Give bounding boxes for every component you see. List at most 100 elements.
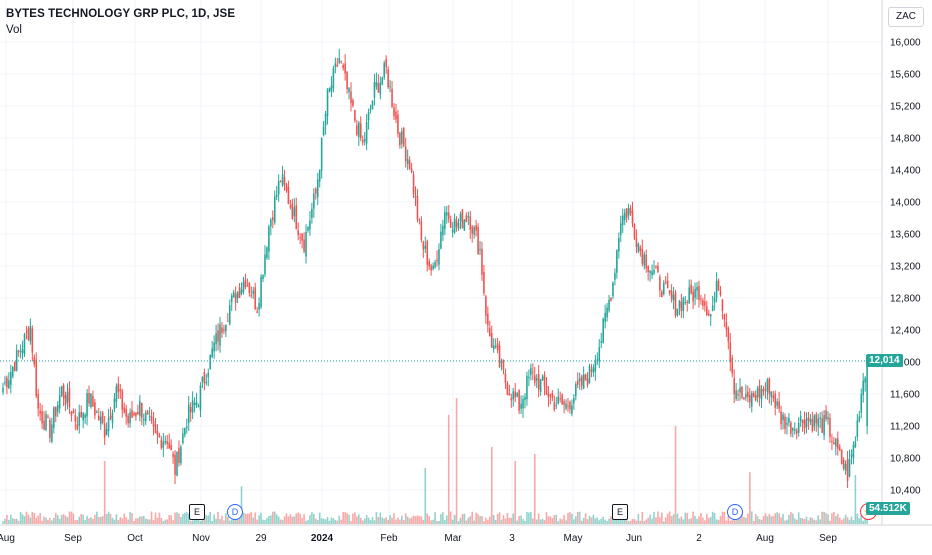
candle-body [633,223,636,239]
y-tick-label: 15,200 [890,102,921,113]
candle-body [346,71,348,90]
volume-bar [479,516,481,524]
candle-body [510,398,513,401]
volume-bar [383,518,386,524]
candle-body [610,297,612,301]
volume-bar [445,515,448,524]
candle-body [70,411,73,416]
candle-body [332,68,335,89]
candle-body [111,412,114,424]
time-axis[interactable]: Aug Sep Oct Nov 29 2024 Feb Mar 3 May Jun 2 Aug Sep [0,524,932,544]
volume-bar [547,516,550,524]
volume-bar [354,512,356,524]
candle-body [625,208,628,218]
candle-body [119,388,122,392]
dividend-event-icon[interactable]: D [227,504,243,520]
volume-bar [440,514,442,524]
candle-body [399,132,401,146]
volume-bar [809,517,812,524]
candle-body [361,140,364,143]
earnings-event-icon[interactable]: E [189,504,205,520]
volume-bar [137,518,139,524]
candle-body [97,415,100,421]
candle-body [836,438,839,449]
candle-body [92,396,94,407]
candle-body [692,291,694,302]
candle-body [129,412,131,424]
volume-bar [402,520,405,524]
volume-bar [311,512,313,524]
volume-bar [575,516,577,524]
candle-body [860,394,863,413]
volume-bar [131,513,133,524]
volume-bar [434,512,436,524]
volume-bar [397,517,399,524]
candle-body [704,301,706,306]
candle-body [324,114,327,126]
dividend-event-icon[interactable]: D [727,504,743,520]
volume-bar [281,520,284,524]
volume-bar [275,514,278,524]
candle-body [309,220,311,230]
candle-body [756,388,759,398]
x-tick-label: 3 [509,533,515,544]
candle-body [676,308,679,316]
candle-body [475,225,477,231]
candle-body [74,415,77,422]
volume-bar [295,513,298,524]
volume-bar [76,520,79,524]
price-axis[interactable]: 10,400 10,800 11,200 11,600 12,000 12,400 12,8… [881,0,921,525]
volume-bar [459,517,462,524]
candle-body [428,261,430,267]
candle-body [320,137,323,171]
x-tick-label: Sep [64,533,82,544]
volume-bar [315,518,317,524]
x-tick-label: Mar [444,533,462,544]
volume-bar [860,512,863,524]
volume-bar [686,512,689,524]
candle-body [236,292,239,299]
volume-bar [35,517,38,524]
candle-body [842,459,845,469]
volume-bar [719,516,722,524]
volume-bar [518,516,520,524]
candle-body [850,454,853,457]
chart-title: BYTES TECHNOLOGY GRP PLC, 1D, JSE [6,8,236,20]
candle-body [19,351,22,353]
candle-body [402,128,405,146]
volume-bar [833,511,835,524]
volume-bar [277,516,280,524]
candle-body [103,423,106,438]
candle-body [422,242,425,250]
candle-body [561,394,563,405]
volume-bar [862,520,864,524]
y-tick-label: 13,600 [890,230,921,241]
volume-bar [99,516,102,524]
volume-bar [473,520,475,524]
earnings-event-icon[interactable]: E [612,504,628,520]
volume-bar [301,517,303,524]
candle-body [637,243,640,252]
candle-body [180,446,182,464]
volume-bar [610,516,612,524]
volume-bar [418,516,421,524]
candle-body [227,320,229,322]
volume-bar [115,514,118,524]
candle-body [389,86,391,88]
volume-bar [223,520,225,524]
volume-bar [49,517,51,524]
volume-bar [842,518,845,524]
currency-button[interactable]: ZAC [888,7,924,27]
candle-body [45,414,47,430]
volume-bar [698,516,700,524]
candle-body [131,410,133,418]
volume-bar [571,513,573,524]
candle-body [430,265,432,271]
candle-body [829,418,831,437]
volume-bar [530,511,532,524]
candle-body [383,63,386,78]
volume-bar [404,513,407,524]
volume-bar [512,513,515,524]
